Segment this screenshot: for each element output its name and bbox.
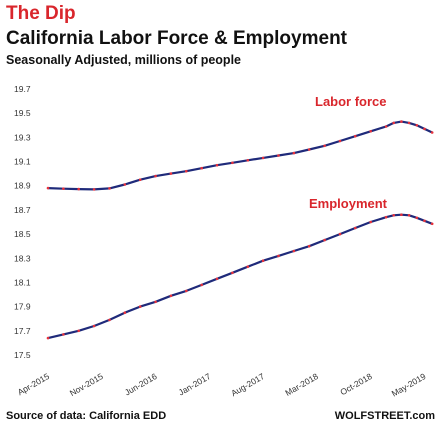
data-point [277, 254, 280, 258]
data-point [215, 163, 219, 167]
y-tick-label: 18.3 [14, 253, 31, 263]
data-point [277, 154, 280, 157]
x-tick-label: Apr-2015 [16, 371, 52, 397]
data-point [400, 213, 403, 216]
data-point [62, 333, 65, 336]
data-point [46, 186, 50, 190]
data-point [415, 216, 419, 220]
y-tick-label: 17.7 [14, 326, 31, 336]
x-tick-label: Jun-2016 [123, 371, 159, 398]
data-point [400, 120, 403, 123]
data-point [77, 187, 80, 191]
y-axis-ticks: 19.7 19.5 19.3 19.1 18.9 18.7 18.5 18.3 18.1 17.9… [14, 84, 31, 360]
y-tick-label: 19.7 [14, 84, 31, 94]
data-point [384, 125, 388, 128]
data-point [200, 166, 203, 170]
series-line-labor-force [47, 120, 433, 191]
y-tick-label: 17.5 [14, 350, 31, 360]
data-point [123, 183, 127, 186]
data-point [215, 277, 219, 281]
data-point [423, 219, 426, 223]
chart-title: California Labor Force & Employment [6, 28, 347, 49]
data-point [430, 222, 434, 226]
data-point [108, 187, 111, 190]
data-point [200, 283, 203, 287]
data-point [261, 156, 265, 160]
data-point [154, 174, 157, 178]
y-tick-label: 19.5 [14, 108, 31, 118]
series-label-employment: Employment [309, 196, 388, 211]
data-point [307, 244, 311, 248]
y-tick-label: 18.1 [14, 277, 31, 287]
series-line-employment [47, 213, 433, 340]
series-label-labor-force: Labor force [315, 94, 387, 109]
y-tick-label: 18.5 [14, 229, 31, 239]
data-point [246, 159, 250, 162]
x-tick-label: Oct-2018 [338, 371, 374, 397]
data-point [307, 148, 311, 151]
data-point [323, 144, 326, 148]
data-point [369, 220, 373, 224]
data-point [138, 305, 142, 308]
data-point [338, 139, 342, 143]
data-point [392, 121, 396, 125]
data-point [292, 151, 296, 155]
y-tick-label: 19.1 [14, 157, 31, 167]
x-axis-ticks: Apr-2015 Nov-2015 Jun-2016 Jan-2017 Aug-2017… [16, 371, 428, 399]
data-point [338, 232, 342, 236]
data-point [415, 124, 419, 127]
x-tick-label: May-2019 [390, 371, 428, 399]
x-tick-label: Aug-2017 [229, 371, 266, 398]
data-point [169, 172, 173, 175]
y-tick-label: 18.7 [14, 205, 31, 215]
series-labels: Labor force Employment [309, 94, 388, 211]
data-point [77, 329, 80, 333]
data-point [430, 131, 434, 134]
chart-subtitle: Seasonally Adjusted, millions of people [6, 53, 241, 67]
data-point [323, 238, 326, 242]
data-point [392, 214, 396, 217]
data-point [231, 271, 234, 275]
x-tick-label: Nov-2015 [68, 371, 105, 398]
data-point [354, 226, 357, 230]
data-point [261, 259, 265, 263]
data-point [185, 169, 188, 173]
y-tick-label: 19.3 [14, 132, 31, 142]
data-point [92, 324, 96, 328]
source-note: Source of data: California EDD [6, 410, 167, 422]
data-point [423, 127, 426, 131]
y-tick-label: 18.9 [14, 181, 31, 191]
data-point [123, 311, 127, 315]
x-tick-label: Jan-2017 [177, 371, 213, 398]
data-point [108, 318, 111, 322]
data-point [369, 130, 373, 133]
data-point [92, 188, 96, 191]
data-point [231, 161, 234, 165]
data-point [154, 300, 157, 304]
data-point [246, 265, 250, 269]
brand-label: WOLFSTREET.com [334, 410, 435, 422]
headline: The Dip [6, 3, 76, 24]
data-point [62, 187, 65, 190]
data-point [46, 336, 50, 340]
data-point [138, 178, 142, 181]
chart-series [46, 120, 434, 340]
data-point [354, 134, 357, 138]
data-point [292, 249, 296, 253]
data-point [407, 214, 411, 217]
y-tick-label: 17.9 [14, 302, 31, 312]
x-tick-label: Mar-2018 [283, 371, 320, 398]
data-point [185, 289, 188, 293]
data-point [384, 215, 388, 219]
data-point [169, 294, 173, 298]
data-point [407, 121, 411, 125]
